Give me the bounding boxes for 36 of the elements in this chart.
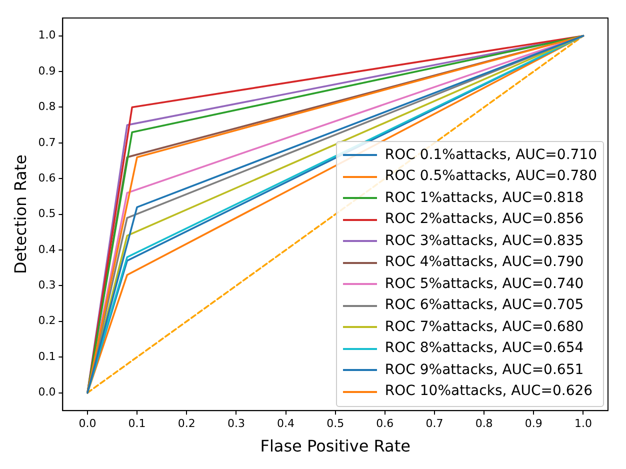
y-tick-label: 0.2 bbox=[38, 314, 56, 328]
y-tick-label: 0.9 bbox=[38, 64, 56, 78]
legend-label: ROC 4%attacks, AUC=0.790 bbox=[384, 253, 584, 272]
legend-label: ROC 2%attacks, AUC=0.856 bbox=[384, 210, 584, 230]
x-tick-label: 0.8 bbox=[475, 417, 493, 430]
y-tick-label: 0.8 bbox=[38, 100, 56, 114]
x-tick-label: 0.7 bbox=[426, 417, 444, 430]
y-tick-label: 1.0 bbox=[38, 28, 56, 42]
x-tick-label: 0.2 bbox=[178, 417, 196, 430]
y-tick-label: 0.3 bbox=[38, 278, 56, 292]
legend-label: ROC 6%attacks, AUC=0.705 bbox=[384, 296, 584, 316]
legend-label: ROC 5%attacks, AUC=0.740 bbox=[384, 274, 584, 294]
x-tick-label: 0.9 bbox=[524, 417, 542, 430]
legend-label: ROC 9%attacks, AUC=0.651 bbox=[384, 360, 584, 380]
legend-label: ROC 1%attacks, AUC=0.818 bbox=[384, 188, 584, 208]
legend-label: ROC 8%attacks, AUC=0.654 bbox=[384, 339, 584, 358]
y-axis-title: Detection Rate bbox=[10, 154, 30, 274]
y-tick-label: 0.0 bbox=[38, 386, 56, 399]
x-axis-title: Flase Positive Rate bbox=[260, 436, 410, 456]
x-tick-label: 1.0 bbox=[574, 417, 592, 430]
x-tick-label: 0.1 bbox=[128, 417, 146, 430]
x-tick-label: 0.5 bbox=[326, 417, 344, 430]
y-tick-label: 0.5 bbox=[38, 207, 56, 220]
y-tick-label: 0.4 bbox=[38, 242, 56, 256]
y-tick-label: 0.1 bbox=[38, 350, 56, 363]
legend-label: ROC 0.5%attacks, AUC=0.780 bbox=[384, 167, 597, 186]
x-tick-label: 0.4 bbox=[277, 417, 295, 430]
y-tick-label: 0.7 bbox=[38, 136, 56, 149]
x-tick-label: 0.3 bbox=[227, 417, 245, 430]
y-tick-label: 0.6 bbox=[38, 171, 56, 184]
legend-label: ROC 7%attacks, AUC=0.680 bbox=[384, 318, 584, 337]
x-tick-label: 0.6 bbox=[376, 417, 394, 430]
legend-label: ROC 3%attacks, AUC=0.835 bbox=[384, 232, 584, 251]
legend-label: ROC 0.1%attacks, AUC=0.710 bbox=[384, 146, 597, 165]
x-tick-label: 0.0 bbox=[78, 417, 96, 430]
legend-label: ROC 10%attacks, AUC=0.626 bbox=[384, 382, 593, 402]
